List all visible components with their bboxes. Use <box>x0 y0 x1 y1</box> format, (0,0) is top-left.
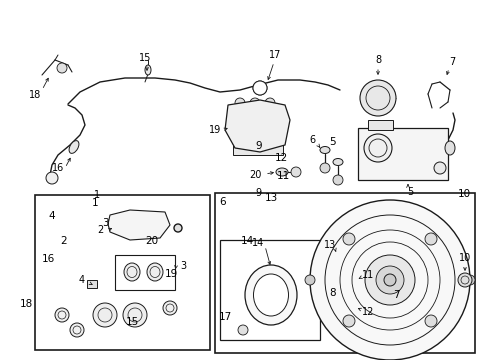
Ellipse shape <box>340 272 354 292</box>
Circle shape <box>342 233 354 245</box>
Ellipse shape <box>253 274 288 316</box>
Text: 9: 9 <box>254 188 261 198</box>
Text: 5: 5 <box>406 187 412 197</box>
Circle shape <box>457 273 471 287</box>
Circle shape <box>70 323 84 337</box>
Bar <box>35 195 209 350</box>
Text: 2: 2 <box>97 225 103 235</box>
Text: 6: 6 <box>219 197 225 207</box>
Text: 10: 10 <box>457 189 470 199</box>
Text: 1: 1 <box>94 190 100 200</box>
Circle shape <box>264 98 274 108</box>
Bar <box>232 143 283 155</box>
Circle shape <box>424 233 436 245</box>
Circle shape <box>252 81 266 95</box>
Text: 14: 14 <box>251 238 264 248</box>
Text: 17: 17 <box>268 50 281 60</box>
Circle shape <box>46 172 58 184</box>
Text: 8: 8 <box>328 288 335 298</box>
Circle shape <box>359 80 395 116</box>
Text: 12: 12 <box>361 307 373 317</box>
Bar <box>115 255 175 290</box>
Circle shape <box>319 163 329 173</box>
Circle shape <box>328 250 345 266</box>
Circle shape <box>163 301 177 315</box>
Circle shape <box>305 275 314 285</box>
Text: 8: 8 <box>374 55 380 65</box>
Ellipse shape <box>319 147 329 153</box>
Text: 15: 15 <box>125 317 139 327</box>
Text: 4: 4 <box>48 211 55 221</box>
Circle shape <box>57 63 67 73</box>
Polygon shape <box>108 210 170 240</box>
Text: 3: 3 <box>102 218 108 228</box>
Circle shape <box>424 315 436 327</box>
Circle shape <box>365 86 389 110</box>
Text: 9: 9 <box>255 141 262 151</box>
Text: 18: 18 <box>20 299 34 309</box>
Circle shape <box>235 98 244 108</box>
Circle shape <box>464 275 474 285</box>
Polygon shape <box>224 100 289 152</box>
Text: 19: 19 <box>164 269 178 279</box>
Circle shape <box>252 81 266 95</box>
Text: 12: 12 <box>274 153 287 163</box>
Circle shape <box>238 325 247 335</box>
Circle shape <box>364 255 414 305</box>
Text: 1: 1 <box>92 198 99 208</box>
Text: 5: 5 <box>328 137 335 147</box>
Text: 14: 14 <box>240 236 253 246</box>
Text: 7: 7 <box>392 290 399 300</box>
Text: 6: 6 <box>308 135 314 145</box>
Bar <box>87 280 97 288</box>
Circle shape <box>123 303 147 327</box>
Bar <box>220 240 319 340</box>
Ellipse shape <box>332 158 342 166</box>
Text: 16: 16 <box>52 163 64 173</box>
Text: 16: 16 <box>42 254 56 264</box>
Ellipse shape <box>244 265 296 325</box>
Bar <box>367 120 392 130</box>
Circle shape <box>174 224 182 232</box>
Bar <box>357 128 447 180</box>
Circle shape <box>375 266 403 294</box>
Circle shape <box>363 134 391 162</box>
Text: 17: 17 <box>218 312 231 322</box>
Circle shape <box>290 167 301 177</box>
Circle shape <box>55 308 69 322</box>
Text: 11: 11 <box>361 270 373 280</box>
Circle shape <box>332 175 342 185</box>
Text: 4: 4 <box>79 275 85 285</box>
Text: 15: 15 <box>139 53 151 63</box>
Text: 20: 20 <box>248 170 261 180</box>
Ellipse shape <box>69 141 79 153</box>
Circle shape <box>433 162 445 174</box>
Text: 13: 13 <box>323 240 335 250</box>
Ellipse shape <box>129 214 147 236</box>
Text: 3: 3 <box>180 261 185 271</box>
Text: 2: 2 <box>60 236 67 246</box>
Text: 7: 7 <box>448 57 454 67</box>
Text: 18: 18 <box>29 90 41 100</box>
Ellipse shape <box>145 65 151 75</box>
Text: 13: 13 <box>264 193 278 203</box>
Text: 11: 11 <box>276 171 290 181</box>
Circle shape <box>309 200 469 360</box>
Circle shape <box>383 274 395 286</box>
Text: 10: 10 <box>458 253 470 263</box>
Circle shape <box>93 303 117 327</box>
Bar <box>215 193 474 353</box>
Circle shape <box>249 98 260 108</box>
Text: 19: 19 <box>208 125 221 135</box>
Circle shape <box>342 315 354 327</box>
Text: 20: 20 <box>145 236 158 246</box>
Ellipse shape <box>341 297 353 313</box>
Ellipse shape <box>124 263 140 281</box>
Ellipse shape <box>275 168 287 176</box>
Ellipse shape <box>147 263 163 281</box>
Ellipse shape <box>444 141 454 155</box>
